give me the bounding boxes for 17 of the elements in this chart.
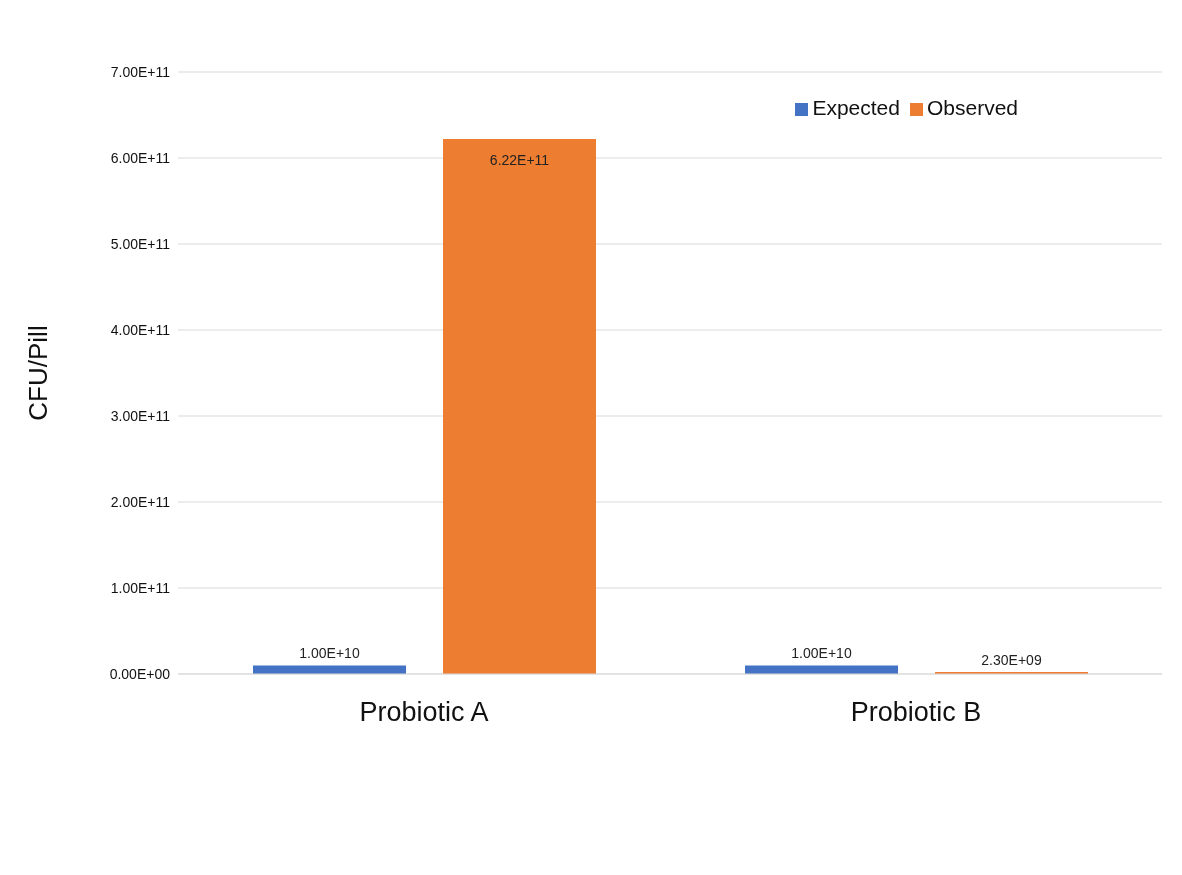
y-axis-title: CFU/Pill	[23, 325, 54, 421]
y-tick-label: 6.00E+11	[110, 149, 171, 166]
x-tick-label: Probiotic A	[359, 697, 489, 728]
y-tick-label: 1.00E+11	[110, 579, 171, 596]
data-label: 6.22E+11	[489, 152, 550, 169]
y-tick-label: 2.00E+11	[110, 493, 171, 510]
y-tick-label: 7.00E+11	[110, 63, 171, 80]
data-label: 1.00E+10	[791, 645, 852, 662]
data-label: 2.30E+09	[981, 652, 1042, 669]
y-tick-label: 4.00E+11	[110, 321, 171, 338]
data-label: 1.00E+10	[299, 645, 360, 662]
y-tick-label: 0.00E+00	[109, 665, 171, 682]
y-tick-label: 5.00E+11	[110, 235, 171, 252]
x-tick-label: Probiotic B	[850, 697, 982, 728]
legend-label: Observed	[926, 96, 1018, 119]
legend-label: Expected	[812, 96, 900, 119]
y-tick-label: 3.00E+11	[110, 407, 171, 424]
